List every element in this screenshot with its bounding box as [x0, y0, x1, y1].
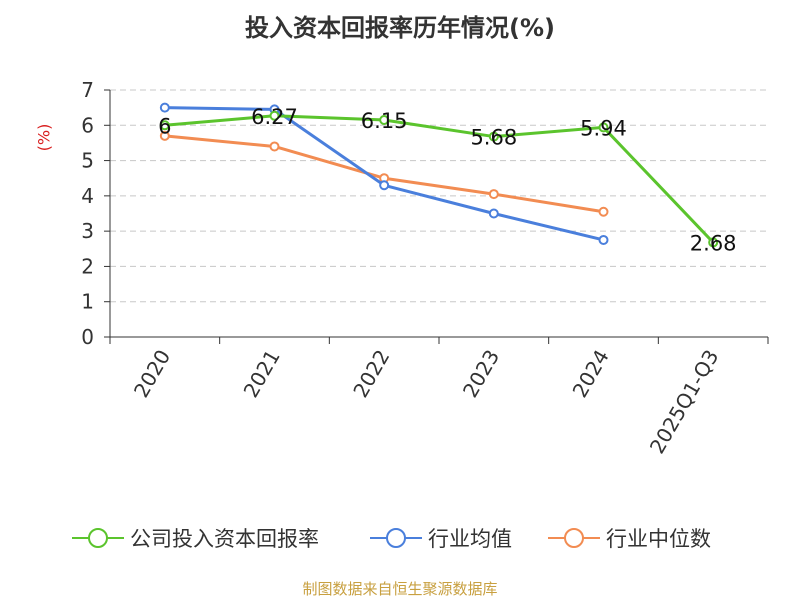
x-tick-label: 2021: [239, 346, 285, 402]
legend-item-median[interactable]: 行业中位数: [548, 522, 711, 554]
data-label: 6.27: [251, 105, 298, 129]
data-point-avg: [598, 234, 609, 245]
y-tick-label: 2: [81, 254, 94, 278]
legend-item-company[interactable]: 公司投入资本回报率: [72, 522, 319, 554]
legend-marker-avg: [370, 528, 422, 548]
y-tick-label: 6: [81, 113, 94, 137]
data-label: 5.68: [470, 126, 517, 150]
x-tick-label: 2020: [129, 346, 175, 402]
data-point-company: [159, 120, 170, 131]
legend-item-avg[interactable]: 行业均值: [370, 522, 512, 554]
data-point-avg: [159, 102, 170, 113]
data-label: 6: [158, 114, 171, 138]
legend-marker-company: [72, 528, 124, 548]
y-tick-label: 1: [81, 290, 94, 314]
data-source-note: 制图数据来自恒生聚源数据库: [302, 580, 498, 598]
y-tick-label: 0: [81, 325, 94, 349]
data-point-company: [379, 114, 390, 125]
y-tick-label: 3: [81, 219, 94, 243]
x-tick-label: 2023: [458, 346, 504, 402]
legend-label-median: 行业中位数: [606, 527, 711, 551]
data-point-company: [708, 237, 719, 248]
data-point-company: [598, 122, 609, 133]
data-point-avg: [488, 208, 499, 219]
legend: 公司投入资本回报率 行业均值 行业中位数: [0, 522, 800, 554]
y-tick-label: 4: [81, 184, 94, 208]
data-point-median: [269, 141, 280, 152]
y-tick-label: 7: [81, 78, 94, 102]
legend-label-company: 公司投入资本回报率: [130, 527, 319, 551]
x-tick-label: 2025Q1-Q3: [645, 346, 724, 458]
data-point-company: [488, 131, 499, 142]
series-line-company: [164, 114, 715, 244]
data-label: 6.15: [361, 109, 408, 133]
data-label: 2.68: [690, 231, 737, 255]
legend-marker-median: [548, 528, 600, 548]
data-point-company: [269, 110, 280, 121]
data-point-median: [598, 206, 609, 217]
legend-label-avg: 行业均值: [428, 527, 512, 551]
data-point-median: [159, 130, 170, 141]
y-tick-label: 5: [81, 149, 94, 173]
x-tick-label: 2022: [348, 346, 394, 402]
data-label: 5.94: [580, 116, 627, 140]
x-tick-label: 2024: [568, 346, 614, 402]
data-point-avg: [379, 180, 390, 191]
data-point-median: [488, 189, 499, 200]
chart-title: 投入资本回报率历年情况(%): [245, 14, 555, 42]
